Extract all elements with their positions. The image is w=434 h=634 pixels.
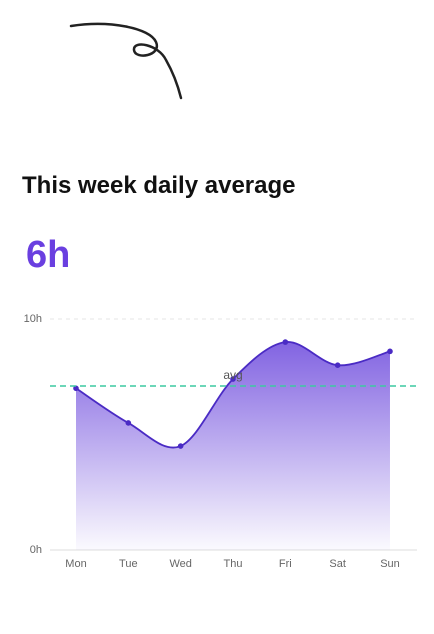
section-title: This week daily average bbox=[22, 172, 296, 199]
line bbox=[75, 341, 391, 449]
point bbox=[282, 339, 289, 345]
average-value: 6h bbox=[26, 234, 71, 276]
x-tick-label: Mon bbox=[65, 558, 86, 570]
point bbox=[387, 348, 393, 355]
point bbox=[177, 443, 184, 449]
area bbox=[76, 341, 390, 550]
y-tick-label: 0h bbox=[30, 544, 42, 556]
point bbox=[125, 420, 132, 426]
decoration bbox=[69, 22, 183, 100]
x-tick-label: Wed bbox=[169, 558, 191, 570]
x-tick-label: Tue bbox=[119, 558, 138, 570]
x-tick-label: Thu bbox=[224, 558, 243, 570]
point bbox=[230, 376, 236, 382]
squiggle bbox=[69, 22, 183, 100]
y-tick-label: 10h bbox=[24, 313, 42, 325]
point bbox=[334, 362, 341, 369]
x-tick-label: Fri bbox=[279, 558, 292, 570]
point bbox=[73, 385, 79, 392]
x-tick-label: Sat bbox=[329, 558, 346, 570]
average-label: avg bbox=[223, 368, 242, 382]
x-tick-label: Sun bbox=[380, 558, 400, 570]
